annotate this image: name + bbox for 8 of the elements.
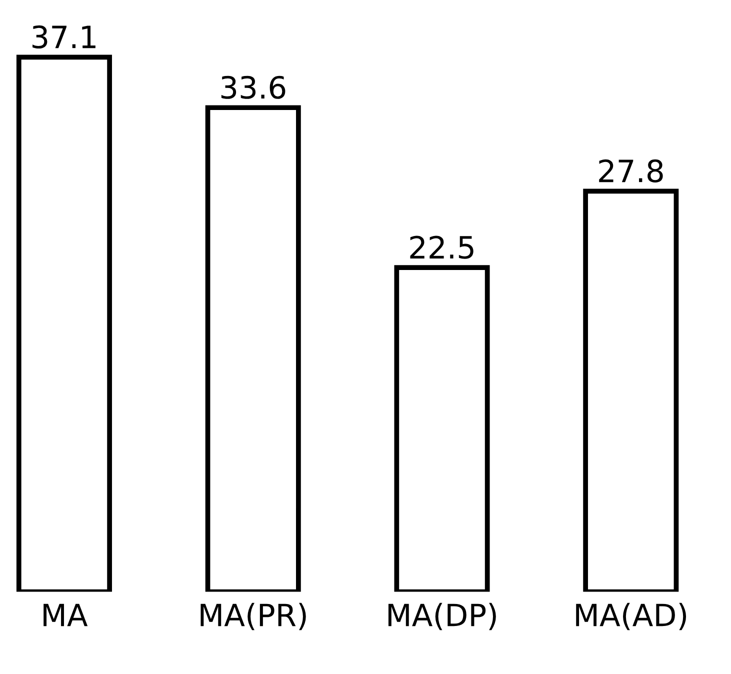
data-label: 22.5 <box>410 236 474 259</box>
data-label: 37.1 <box>32 25 96 48</box>
x-tick-label: MA <box>44 604 88 626</box>
x-tick-label: MA(AD) <box>576 602 686 630</box>
data-label: 33.6 <box>221 76 286 99</box>
x-tick-label: MA(PR) <box>200 602 306 630</box>
data-label: 27.8 <box>599 159 663 183</box>
x-tick-label: MA(DP) <box>388 602 496 630</box>
